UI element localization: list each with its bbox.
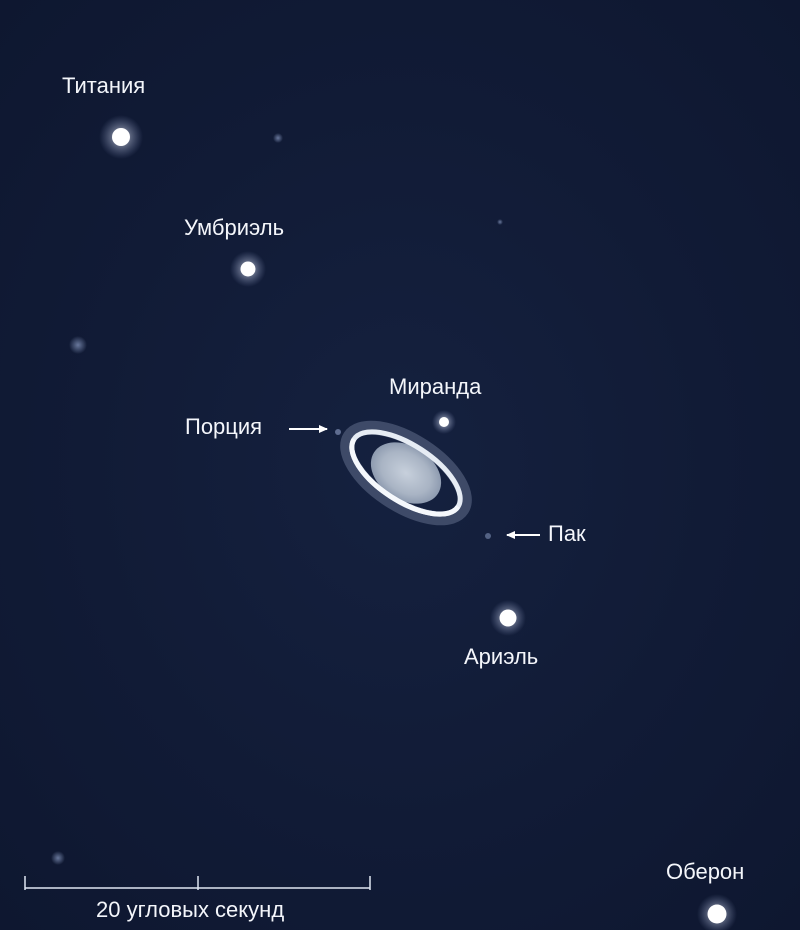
label-portia: Порция: [185, 414, 263, 439]
planet-uranus: [340, 420, 472, 526]
moon-ariel: [490, 600, 526, 636]
label-umbriel: Умбриэль: [184, 215, 285, 240]
faint-star: [273, 133, 283, 143]
faint-star: [497, 219, 503, 225]
faint-star: [69, 336, 87, 354]
label-titania: Титания: [62, 73, 146, 98]
faint-star: [51, 851, 65, 865]
moon-puck: [485, 533, 491, 539]
label-ariel: Ариэль: [464, 644, 539, 669]
moon-titania: [99, 115, 143, 159]
scale-bar-label: 20 угловых секунд: [96, 897, 285, 922]
moon-portia: [335, 429, 341, 435]
moon-miranda: [432, 410, 456, 434]
label-miranda: Миранда: [389, 374, 482, 399]
moon-umbriel: [230, 251, 266, 287]
scale-bar: [24, 876, 371, 890]
planet-disk: [370, 442, 442, 504]
label-puck: Пак: [548, 521, 586, 546]
moon-oberon: [697, 894, 737, 930]
label-oberon: Оберон: [666, 859, 745, 884]
